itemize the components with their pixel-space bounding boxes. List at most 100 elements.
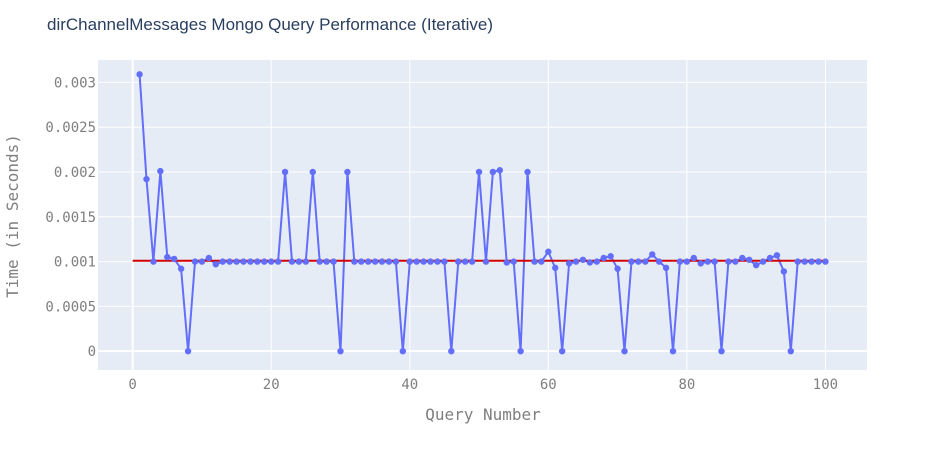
data-point bbox=[150, 258, 157, 265]
y-tick-label: 0 bbox=[88, 344, 96, 360]
data-point bbox=[177, 265, 185, 272]
y-tick-label: 0.0005 bbox=[45, 299, 96, 315]
data-point bbox=[524, 168, 531, 176]
data-point bbox=[143, 175, 150, 183]
data-point bbox=[233, 258, 240, 265]
data-point bbox=[274, 258, 282, 265]
y-tick-label: 0.001 bbox=[54, 255, 96, 271]
data-point bbox=[184, 347, 192, 355]
data-point bbox=[302, 258, 310, 265]
data-point bbox=[808, 258, 815, 265]
data-point bbox=[503, 259, 510, 266]
data-point bbox=[642, 258, 649, 265]
data-point bbox=[323, 258, 330, 265]
data-point bbox=[461, 258, 469, 265]
data-point bbox=[309, 168, 316, 176]
data-point bbox=[240, 258, 247, 265]
y-tick-labels: 0 0.0005 0.001 0.0015 0.002 0.0025 0.003 bbox=[45, 75, 96, 360]
data-point bbox=[219, 258, 226, 265]
data-point bbox=[316, 258, 323, 265]
data-point bbox=[191, 258, 199, 265]
data-point bbox=[205, 254, 213, 262]
data-point bbox=[711, 258, 718, 265]
data-point bbox=[489, 168, 497, 176]
data-point bbox=[538, 258, 545, 265]
data-point bbox=[427, 258, 434, 265]
data-point bbox=[565, 260, 573, 267]
x-axis-title: Query Number bbox=[425, 405, 541, 424]
data-point bbox=[288, 258, 296, 265]
data-point bbox=[614, 265, 621, 272]
data-point bbox=[725, 258, 732, 265]
data-point bbox=[801, 258, 808, 265]
data-point bbox=[690, 254, 698, 262]
data-point bbox=[655, 258, 663, 265]
data-point bbox=[420, 258, 427, 265]
data-points bbox=[136, 71, 829, 355]
data-point bbox=[171, 255, 178, 263]
data-point bbox=[212, 261, 219, 268]
data-point bbox=[669, 347, 677, 355]
data-point bbox=[295, 258, 303, 265]
data-point bbox=[545, 248, 552, 255]
data-point bbox=[739, 254, 746, 262]
y-tick-label: 0.002 bbox=[54, 165, 96, 181]
data-point bbox=[448, 347, 455, 355]
y-tick-label: 0.003 bbox=[54, 75, 96, 91]
data-point bbox=[247, 258, 254, 265]
data-point bbox=[732, 258, 739, 265]
data-point bbox=[586, 259, 594, 266]
data-point bbox=[558, 347, 566, 355]
data-point bbox=[337, 347, 344, 355]
data-point bbox=[787, 347, 794, 355]
data-point bbox=[552, 264, 559, 272]
x-tick-label: 40 bbox=[401, 377, 418, 393]
data-point bbox=[371, 258, 379, 265]
data-point bbox=[496, 167, 504, 174]
data-point bbox=[704, 258, 711, 265]
data-point bbox=[364, 258, 372, 265]
data-point bbox=[593, 258, 601, 265]
data-point bbox=[198, 258, 206, 265]
data-point bbox=[607, 253, 614, 260]
data-point bbox=[385, 258, 393, 265]
x-tick-label: 80 bbox=[678, 377, 695, 393]
data-point bbox=[399, 347, 407, 355]
y-axis-title: Time (in Seconds) bbox=[3, 134, 22, 298]
data-point bbox=[392, 258, 400, 265]
y-tick-label: 0.0025 bbox=[45, 120, 96, 136]
data-point bbox=[759, 258, 767, 265]
data-point bbox=[330, 258, 337, 265]
data-point bbox=[676, 258, 684, 265]
data-point bbox=[475, 168, 483, 176]
data-point bbox=[628, 258, 635, 265]
data-point bbox=[226, 258, 233, 265]
data-point bbox=[822, 258, 829, 265]
data-point bbox=[662, 264, 670, 272]
x-tick-label: 60 bbox=[540, 377, 557, 393]
data-point bbox=[136, 71, 143, 78]
data-point bbox=[358, 258, 365, 265]
data-point bbox=[572, 258, 580, 265]
x-tick-label: 100 bbox=[813, 377, 838, 393]
data-point bbox=[378, 258, 386, 265]
data-point bbox=[746, 256, 753, 263]
chart-title: dirChannelMessages Mongo Query Performan… bbox=[47, 15, 493, 34]
data-point bbox=[635, 258, 642, 265]
data-point bbox=[261, 258, 268, 265]
x-tick-labels: 0 20 40 60 80 100 bbox=[128, 377, 838, 393]
data-point bbox=[510, 258, 517, 265]
data-point bbox=[815, 258, 822, 265]
data-point bbox=[621, 347, 628, 355]
data-point bbox=[164, 253, 171, 261]
data-point bbox=[254, 258, 261, 265]
data-point bbox=[600, 254, 607, 262]
data-point bbox=[441, 258, 448, 265]
data-point bbox=[780, 268, 788, 275]
data-point bbox=[531, 258, 538, 265]
data-point bbox=[468, 258, 476, 265]
data-point bbox=[517, 347, 524, 355]
data-point bbox=[649, 251, 656, 258]
y-tick-label: 0.0015 bbox=[45, 210, 96, 226]
